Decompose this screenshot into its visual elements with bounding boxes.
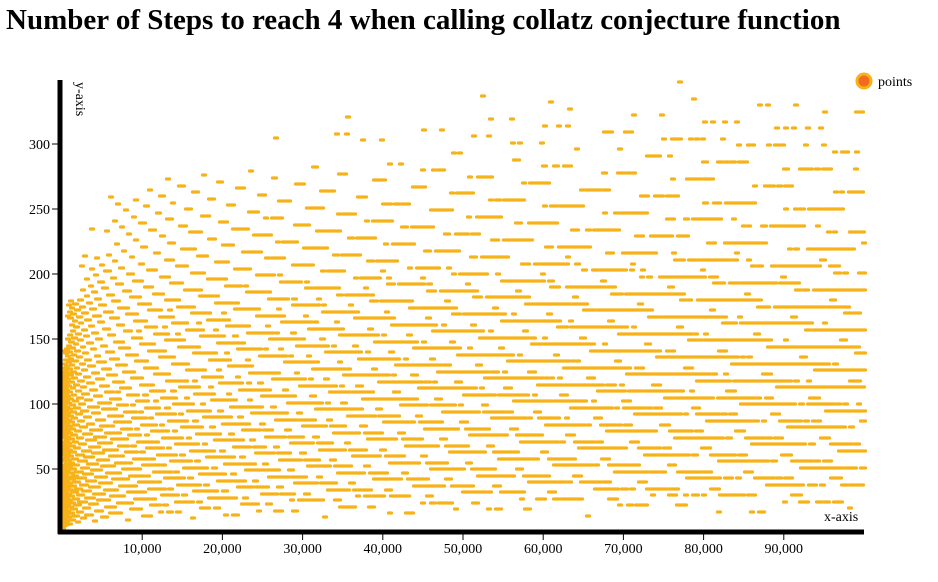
chart-title: Number of Steps to reach 4 when calling … <box>6 4 841 36</box>
x-tick-label: 70,000 <box>604 542 643 557</box>
x-tick-label: 90,000 <box>765 542 804 557</box>
x-tick-label: 60,000 <box>524 542 563 557</box>
legend: points <box>855 72 912 90</box>
y-tick-label: 300 <box>29 138 50 153</box>
x-ticks: 10,000 20,000 30,000 40,000 50,000 60,000 70,0… <box>123 532 803 557</box>
y-tick-label: 250 <box>29 203 50 218</box>
y-tick-label: 50 <box>36 463 50 478</box>
y-axis-label: y-axis <box>72 82 87 116</box>
x-tick-label: 40,000 <box>364 542 403 557</box>
y-tick-label: 150 <box>29 333 50 348</box>
y-ticks: 50 100 150 200 250 300 <box>29 138 60 478</box>
series-points <box>58 80 868 533</box>
x-tick-label: 80,000 <box>684 542 723 557</box>
legend-marker-icon <box>855 72 873 90</box>
y-tick-label: 100 <box>29 398 50 413</box>
points-layer <box>58 80 868 533</box>
x-tick-label: 20,000 <box>203 542 242 557</box>
x-axis-label: x-axis <box>824 510 858 525</box>
x-tick-label: 10,000 <box>123 542 162 557</box>
x-tick-label: 30,000 <box>283 542 322 557</box>
legend-label: points <box>878 75 912 90</box>
y-tick-label: 200 <box>29 268 50 283</box>
x-tick-label: 50,000 <box>444 542 483 557</box>
